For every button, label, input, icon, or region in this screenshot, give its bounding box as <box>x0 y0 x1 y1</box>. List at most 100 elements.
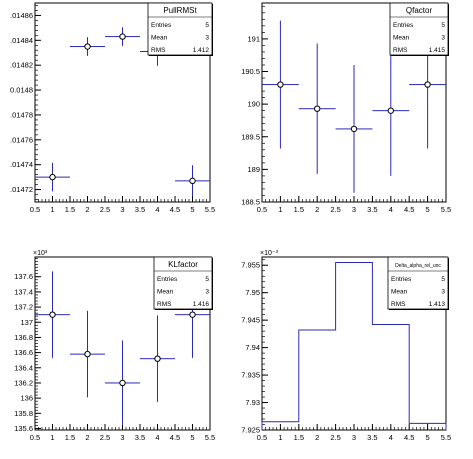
data-point <box>84 350 91 358</box>
x-tick-label: 1.5 <box>294 205 304 214</box>
x-tick-label: 5.5 <box>205 433 215 442</box>
stats-label: Entries <box>393 22 414 29</box>
stats-label: Mean <box>151 35 168 42</box>
x-tick-label: 4.5 <box>170 433 180 442</box>
x-tick-label: 1 <box>278 205 282 214</box>
stats-value: 3 <box>441 289 445 296</box>
chart-panel-3: 0.5 1 1.5 2 2.5 3 3.5 4 4.5 5 5.5 135.6 135.8 136 136.… <box>14 250 215 442</box>
x-tick-label: 1.5 <box>65 433 75 442</box>
x-tick-label: 4 <box>155 433 159 442</box>
x-tick-label: 1 <box>50 205 54 214</box>
y-tick-label: .01474 <box>10 160 33 169</box>
x-tick-label: 5 <box>426 433 430 442</box>
data-point <box>424 81 431 88</box>
x-tick-label: 4.5 <box>404 433 414 442</box>
chart-panel-2: 0.5 1 1.5 2 2.5 3 3.5 4 4.5 5 5.5 188.5 189 189.5 190 1… <box>241 2 451 214</box>
y-tick-label: .01482 <box>10 61 33 70</box>
data-point <box>277 81 284 88</box>
x-tick-label: 5 <box>190 433 194 442</box>
stats-value: 1.413 <box>429 301 446 308</box>
y-tick-label: .01478 <box>10 110 33 119</box>
x-tick-label: 4 <box>389 205 393 214</box>
stats-box: Delta_alpha_rel_unc Entries 5 Mean 3 RMS 1.413 <box>387 256 449 310</box>
data-point <box>49 311 56 318</box>
stats-value: 3 <box>205 35 209 42</box>
chart-panel-1: 0.5 1 1.5 2 2.5 3 3.5 4 4.5 5 5.5 .01472 .01474 .0147… <box>10 2 215 214</box>
y-tick-label: .01476 <box>10 135 33 144</box>
y-tick-label: 0.0148 <box>10 86 33 95</box>
y-tick-label: 190 <box>247 100 260 109</box>
y-tick-label: 7.93 <box>245 398 260 407</box>
stats-label: Mean <box>393 35 410 42</box>
x-tick-label: 2.5 <box>330 205 340 214</box>
y-tick-label: .01472 <box>10 185 33 194</box>
stats-label: RMS <box>393 47 408 54</box>
x-tick-label: 2.5 <box>330 433 340 442</box>
y-tick-label: 7.945 <box>241 316 260 325</box>
y-tick-label: 7.925 <box>241 426 260 435</box>
stats-label: RMS <box>157 301 172 308</box>
stats-value: 3 <box>441 35 445 42</box>
x-tick-label: 2.5 <box>100 433 110 442</box>
y-tick-label: 136.4 <box>14 363 33 372</box>
x-tick-label: 1.5 <box>294 433 304 442</box>
y-tick-label: 137.2 <box>14 303 33 312</box>
x-tick-label: 3.5 <box>367 205 377 214</box>
stats-value: 1.412 <box>193 47 210 54</box>
x-tick-label: 3.5 <box>135 433 145 442</box>
data-point <box>387 107 394 114</box>
x-tick-label: 3.5 <box>367 433 377 442</box>
data-point <box>154 355 161 362</box>
y-tick-label: 191 <box>247 34 260 43</box>
x-tick-label: 3 <box>120 205 124 214</box>
stats-value: 5 <box>441 22 445 29</box>
y-tick-label: 135.8 <box>14 409 33 418</box>
histogram-title: Delta_alpha_rel_unc <box>395 263 441 269</box>
y-tick-label: 7.94 <box>245 343 260 352</box>
stats-value: 5 <box>441 276 445 283</box>
x-tick-label: 2 <box>315 433 319 442</box>
x-tick-label: 1 <box>50 433 54 442</box>
stats-value: 5 <box>205 276 209 283</box>
x-tick-label: 2 <box>85 433 89 442</box>
data-point <box>314 105 321 112</box>
x-tick-label: 2 <box>85 205 89 214</box>
x-tick-label: 2 <box>315 205 319 214</box>
stats-label: Entries <box>157 276 178 283</box>
x-tick-label: 4 <box>389 433 393 442</box>
x-tick-label: 2.5 <box>100 205 110 214</box>
axis-exponent-label: ×10⁻³ <box>260 250 279 257</box>
x-tick-label: 4 <box>155 205 159 214</box>
y-tick-label: 136.8 <box>14 333 33 342</box>
y-tick-label: .01484 <box>10 36 33 45</box>
x-tick-label: 5.5 <box>441 205 451 214</box>
x-tick-label: 1.5 <box>65 205 75 214</box>
y-tick-label: .01486 <box>10 11 33 20</box>
y-tick-label: 135.6 <box>14 424 33 433</box>
stats-label: Entries <box>391 276 412 283</box>
x-tick-label: 3 <box>352 205 356 214</box>
stats-label: Entries <box>151 22 172 29</box>
x-tick-label: 0.5 <box>257 433 267 442</box>
stats-box: PullRMSt Entries 5 Mean 3 RMS 1.412 <box>147 2 213 56</box>
histogram-title: Qfactor <box>406 6 433 15</box>
data-point <box>84 43 91 50</box>
x-tick-label: 4.5 <box>170 205 180 214</box>
stats-box-frame <box>389 2 449 56</box>
stats-box: Qfactor Entries 5 Mean 3 RMS 1.415 <box>389 2 449 56</box>
y-tick-label: 137 <box>20 318 33 327</box>
x-tick-label: 3 <box>352 433 356 442</box>
data-point <box>119 33 126 40</box>
y-tick-label: 7.955 <box>241 261 260 270</box>
x-tick-label: 5 <box>426 205 430 214</box>
stats-box-frame <box>387 256 449 310</box>
stats-label: Mean <box>391 289 408 296</box>
x-tick-label: 3.5 <box>135 205 145 214</box>
x-tick-label: 0.5 <box>30 433 40 442</box>
x-tick-label: 4.5 <box>404 205 414 214</box>
data-point <box>49 173 56 181</box>
x-tick-label: 1 <box>278 433 282 442</box>
histogram-title: PullRMSt <box>163 6 197 15</box>
x-tick-label: 5 <box>190 205 194 214</box>
